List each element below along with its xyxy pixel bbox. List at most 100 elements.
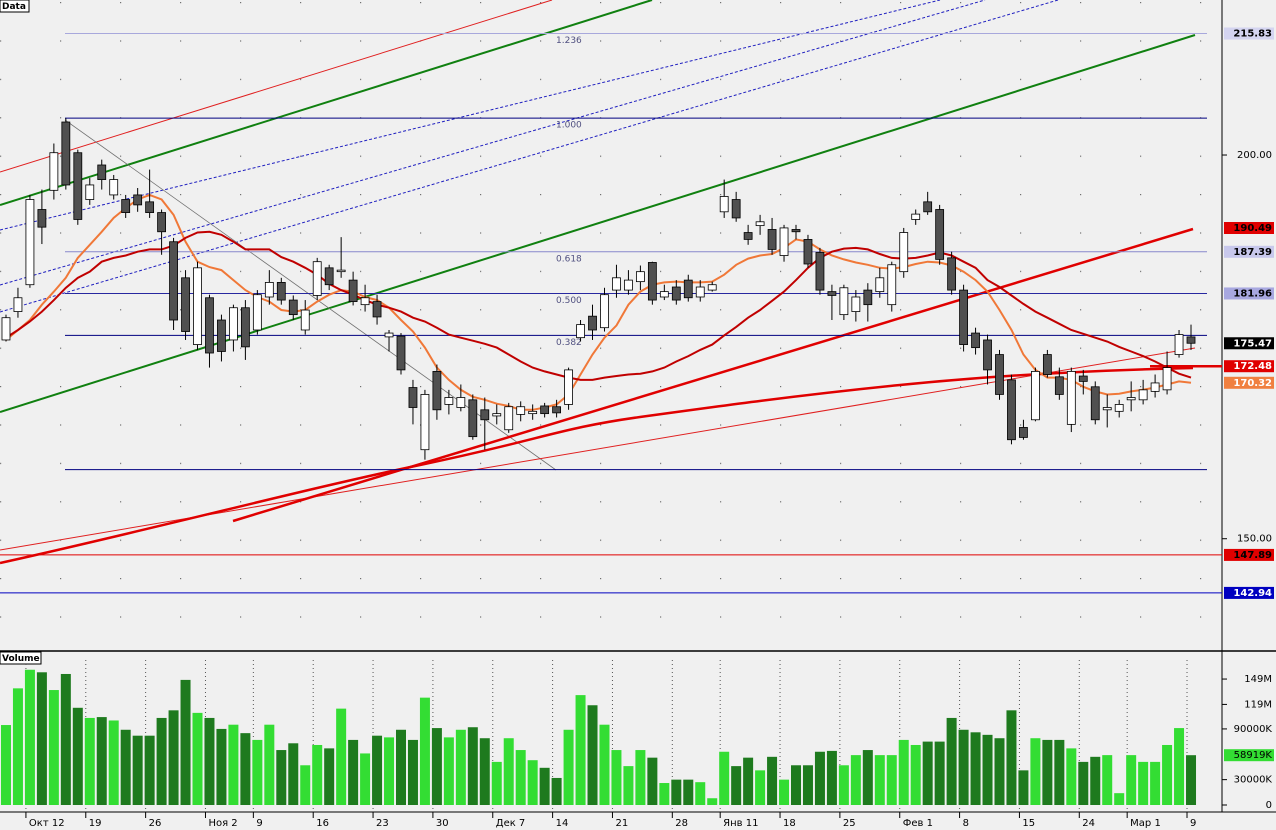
x-tick-label: 9 xyxy=(256,818,262,829)
candle-body xyxy=(324,267,334,286)
volume-bar xyxy=(1006,710,1017,805)
candle-body xyxy=(624,279,633,291)
candle-body xyxy=(480,409,490,421)
volume-bar xyxy=(1030,738,1041,805)
volume-bar xyxy=(1078,761,1089,805)
panel-title: Volume xyxy=(2,654,40,664)
candle-body xyxy=(456,397,466,408)
candle-body xyxy=(1019,427,1028,438)
candle-body xyxy=(635,271,645,283)
candle-body xyxy=(229,307,238,341)
candle-body xyxy=(803,239,813,265)
volume-bar xyxy=(455,729,466,805)
volume-bar xyxy=(204,717,215,805)
price-label-box xyxy=(1224,376,1274,389)
y-tick-label: 0 xyxy=(1266,800,1272,811)
candle-body xyxy=(671,286,681,301)
candle-body xyxy=(971,332,980,349)
volume-bar xyxy=(84,717,95,805)
volume-bar xyxy=(0,725,11,805)
candle-body xyxy=(492,413,502,417)
candle-body xyxy=(133,194,143,206)
candle-body xyxy=(1174,334,1184,355)
y-tick-label: 150.00 xyxy=(1237,534,1272,545)
price-label: 175.47 xyxy=(1233,338,1272,349)
price-label: 215.83 xyxy=(1233,29,1272,40)
candle-body xyxy=(1090,386,1100,421)
volume-bar xyxy=(934,741,945,805)
candle-body xyxy=(516,406,526,415)
price-label: 190.49 xyxy=(1233,223,1272,234)
candle-body xyxy=(121,199,131,213)
trend-line xyxy=(232,227,1194,523)
candle-body xyxy=(49,152,59,191)
x-tick-label: Дек 7 xyxy=(496,818,526,829)
volume-bar xyxy=(671,779,682,805)
fib-label: 1.000 xyxy=(556,121,582,131)
x-tick-label: 18 xyxy=(783,818,796,829)
volume-bar xyxy=(1126,755,1137,805)
candle-body xyxy=(73,152,83,220)
price-label-box xyxy=(1224,221,1274,234)
candle-body xyxy=(683,279,693,299)
y-tick-label: 200.00 xyxy=(1237,150,1272,161)
volume-bar xyxy=(372,735,383,805)
x-tick-label: Фев 1 xyxy=(903,818,933,829)
volume-bar xyxy=(443,737,454,805)
candle-body xyxy=(947,257,957,291)
x-tick-label: 16 xyxy=(316,818,329,829)
candle-body xyxy=(887,264,897,306)
candle-body xyxy=(205,297,214,354)
price-label: 147.89 xyxy=(1233,550,1272,561)
volume-bar xyxy=(994,738,1005,805)
candle-body xyxy=(420,394,430,451)
volume-bar xyxy=(60,673,71,805)
volume-bar xyxy=(96,717,107,805)
volume-bar xyxy=(683,779,694,805)
price-label-box xyxy=(1224,360,1274,373)
candle-body xyxy=(1102,407,1112,411)
volume-bar xyxy=(12,688,23,805)
volume-bar xyxy=(36,672,47,805)
candle-body xyxy=(719,196,729,213)
trend-line xyxy=(0,0,653,206)
volume-bar xyxy=(24,669,35,805)
trend-line xyxy=(0,34,1196,413)
volume-bar xyxy=(288,743,299,805)
x-tick-label: 8 xyxy=(963,818,969,829)
volume-bar xyxy=(312,744,323,805)
candle-body xyxy=(779,227,789,256)
candle-body xyxy=(61,121,71,186)
price-label: 172.48 xyxy=(1233,361,1272,372)
candle-body xyxy=(600,294,609,329)
volume-bar xyxy=(767,756,778,805)
volume-bar xyxy=(743,757,754,805)
volume-bar xyxy=(503,738,514,805)
volume-bar xyxy=(623,766,634,805)
candle-body xyxy=(13,297,23,312)
fib-label: 0.500 xyxy=(556,296,582,306)
volume-bar xyxy=(551,777,562,805)
panel-label-box xyxy=(0,651,42,665)
candle-body xyxy=(25,199,35,286)
candle-body xyxy=(288,299,298,316)
volume-bar xyxy=(324,748,335,805)
fan-line xyxy=(0,0,941,231)
volume-bar xyxy=(874,755,885,805)
volume-bar xyxy=(156,717,167,805)
volume-bar xyxy=(946,717,957,805)
x-tick-label: Мар 1 xyxy=(1130,818,1161,829)
candle-body xyxy=(1031,371,1040,421)
candle-body xyxy=(695,286,705,298)
candle-body xyxy=(755,221,765,227)
candle-body xyxy=(372,301,382,318)
volume-bar xyxy=(491,761,502,805)
candle-body xyxy=(1078,375,1088,382)
candle-body xyxy=(348,279,358,302)
candle-body xyxy=(1150,382,1160,392)
volume-bar xyxy=(719,751,730,805)
candle-body xyxy=(1,317,11,341)
candle-body xyxy=(85,184,95,200)
volume-bar xyxy=(132,735,143,805)
candle-body xyxy=(959,289,968,345)
